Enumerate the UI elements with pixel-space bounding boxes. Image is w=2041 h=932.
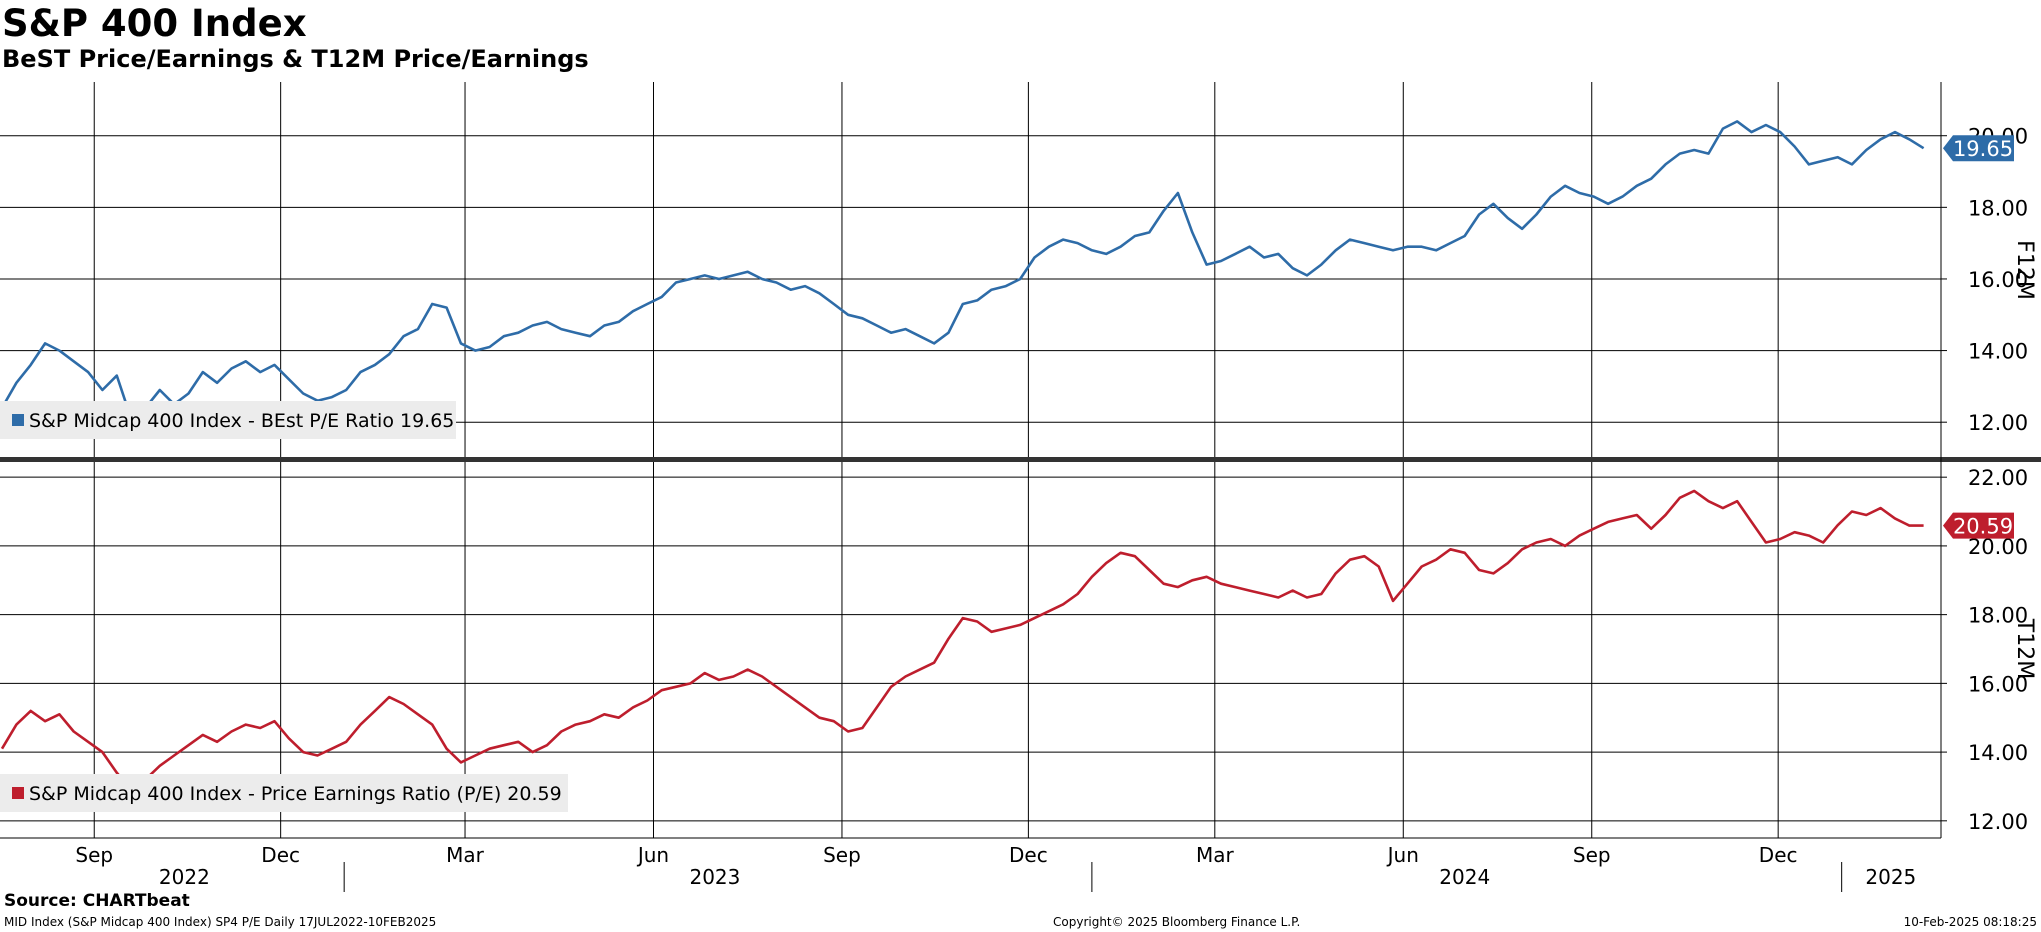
y-tick-labels: 12.00 14.00 16.00 18.00 20.00 F12M 12.00 14.00 1… <box>1968 125 2037 834</box>
x-year-label: 2022 <box>159 865 210 889</box>
y-tick-label: 16.00 <box>1968 268 2028 292</box>
last-value-label: 20.59 <box>1953 515 2013 539</box>
series-line <box>0 120 1925 420</box>
x-month-label: Dec <box>261 843 300 867</box>
x-month-label: Mar <box>1196 843 1235 867</box>
y-tick-label: 16.00 <box>1968 672 2028 696</box>
x-month-label: Dec <box>1759 843 1798 867</box>
x-year-label: 2025 <box>1865 865 1916 889</box>
x-year-label: 2024 <box>1439 865 1490 889</box>
legend-label: S&P Midcap 400 Index - BEst P/E Ratio 19… <box>29 410 454 432</box>
x-month-label: Mar <box>446 843 485 867</box>
y-tick-label: 12.00 <box>1968 411 2028 435</box>
last-value-label: 19.65 <box>1953 137 2013 161</box>
footer-timestamp: 10-Feb-2025 08:18:25 <box>1903 915 2037 929</box>
x-month-label: Sep <box>1573 843 1611 867</box>
grid-lines <box>0 82 2041 839</box>
x-month-label: Jun <box>636 843 669 867</box>
series-lines <box>0 120 1925 792</box>
y-tick-label: 14.00 <box>1968 741 2028 765</box>
last-value-flag <box>1943 135 2014 162</box>
panel-axis-label: T12M <box>2012 618 2037 679</box>
legends: 19.65 S&P Midcap 400 Index - BEst P/E Rat… <box>0 135 2014 812</box>
x-month-label: Sep <box>75 843 113 867</box>
y-tick-label: 22.00 <box>1968 466 2028 490</box>
last-value-flag <box>1943 512 2014 539</box>
legend-box <box>0 401 456 439</box>
panel-axis-label: F12M <box>2012 240 2037 300</box>
source-note: Source: CHARTbeat <box>4 891 190 911</box>
x-axis: Sep Dec Mar Jun Sep Dec Mar Jun Sep Dec 2022 2023 20… <box>75 843 1916 892</box>
legend-swatch <box>12 787 24 799</box>
legend-label: S&P Midcap 400 Index - Price Earnings Ra… <box>29 783 562 805</box>
legend-box <box>0 774 568 812</box>
y-tick-label: 18.00 <box>1968 196 2028 220</box>
footer-copyright: Copyright© 2025 Bloomberg Finance L.P. <box>1053 915 1301 929</box>
y-tick-label: 12.00 <box>1968 810 2028 834</box>
chart-title: S&P 400 Index <box>2 2 307 45</box>
y-tick-label: 18.00 <box>1968 604 2028 628</box>
x-month-label: Dec <box>1009 843 1048 867</box>
chart-subtitle: BeST Price/Earnings & T12M Price/Earning… <box>2 45 589 73</box>
x-month-label: Sep <box>823 843 861 867</box>
legend-swatch <box>12 414 24 426</box>
panel-separator <box>0 457 2041 462</box>
series-line <box>0 489 1924 792</box>
x-year-label: 2023 <box>689 865 740 889</box>
x-month-label: Jun <box>1386 843 1419 867</box>
footer-series-info: MID Index (S&P Midcap 400 Index) SP4 P/E… <box>4 915 437 929</box>
y-tick-label: 20.00 <box>1968 535 2028 559</box>
y-tick-label: 14.00 <box>1968 340 2028 364</box>
